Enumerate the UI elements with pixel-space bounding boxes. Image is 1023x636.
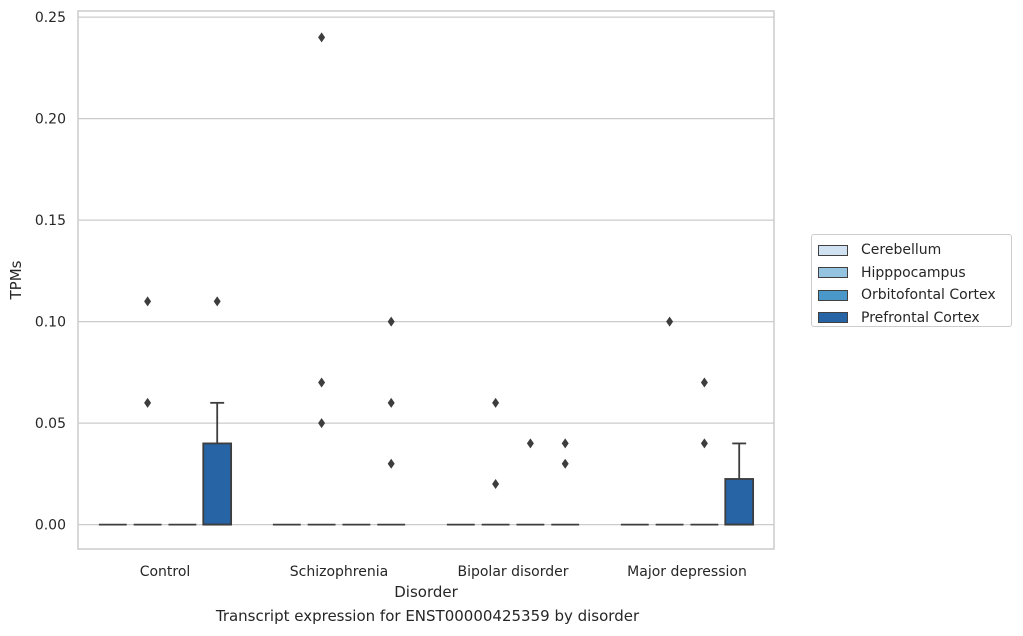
gridlines: [78, 16, 774, 526]
box-3-3: [724, 442, 755, 526]
outlier-point: [561, 438, 569, 449]
y-tick-labels: 0.00 0.05 0.10 0.15 0.20 0.25: [35, 10, 66, 534]
outlier-point: [492, 397, 500, 408]
legend-swatch: [818, 267, 848, 279]
outlier-point: [144, 296, 152, 307]
outlier-point: [213, 296, 221, 307]
x-tick-label: Bipolar disorder: [457, 564, 568, 580]
outlier-point: [318, 32, 326, 43]
outliers-layer: [144, 32, 708, 490]
outlier-point: [387, 397, 395, 408]
outlier-point: [387, 458, 395, 469]
boxes-layer: [98, 401, 755, 526]
legend-entry: Cerebellum: [818, 239, 1005, 262]
box-body: [202, 442, 233, 526]
outlier-point: [700, 377, 708, 388]
legend-swatch: [818, 244, 848, 256]
outlier-point: [561, 458, 569, 469]
box-0-3: [202, 401, 233, 526]
legend-label: Hipppocampus: [861, 264, 966, 281]
y-tick-label: 0.25: [35, 10, 66, 26]
x-axis-label: Disorder: [394, 583, 458, 601]
y-axis-label: TPMs: [7, 260, 25, 300]
legend-swatch: [818, 312, 848, 324]
x-tick-label: Schizophrenia: [290, 564, 388, 580]
outlier-point: [387, 316, 395, 327]
x-tick-label: Control: [140, 564, 191, 580]
plot-area-frame: [77, 10, 775, 550]
legend-label: Cerebellum: [861, 242, 942, 259]
y-tick-label: 0.05: [35, 416, 66, 432]
legend-entry: Prefrontal Cortex: [818, 307, 1005, 330]
outlier-point: [526, 438, 534, 449]
outlier-point: [666, 316, 674, 327]
chart-caption: Transcript expression for ENST0000042535…: [215, 607, 640, 625]
box-body: [724, 478, 755, 526]
outlier-point: [318, 377, 326, 388]
x-tick-labels: Control Schizophrenia Bipolar disorder Majo…: [140, 564, 747, 580]
y-tick-label: 0.15: [35, 213, 66, 229]
legend: Cerebellum Hipppocampus Orbitofontal Corte…: [811, 234, 1012, 327]
outlier-point: [492, 479, 500, 490]
legend-entry: Hipppocampus: [818, 262, 1005, 285]
y-tick-label: 0.10: [35, 315, 66, 331]
outlier-point: [144, 397, 152, 408]
legend-swatch: [818, 289, 848, 301]
legend-label: Prefrontal Cortex: [861, 309, 980, 326]
legend-entry: Orbitofontal Cortex: [818, 284, 1005, 307]
outlier-point: [700, 438, 708, 449]
outlier-point: [318, 418, 326, 429]
y-tick-label: 0.20: [35, 112, 66, 128]
y-tick-label: 0.00: [35, 518, 66, 534]
x-tick-label: Major depression: [627, 564, 747, 580]
legend-label: Orbitofontal Cortex: [861, 287, 996, 304]
